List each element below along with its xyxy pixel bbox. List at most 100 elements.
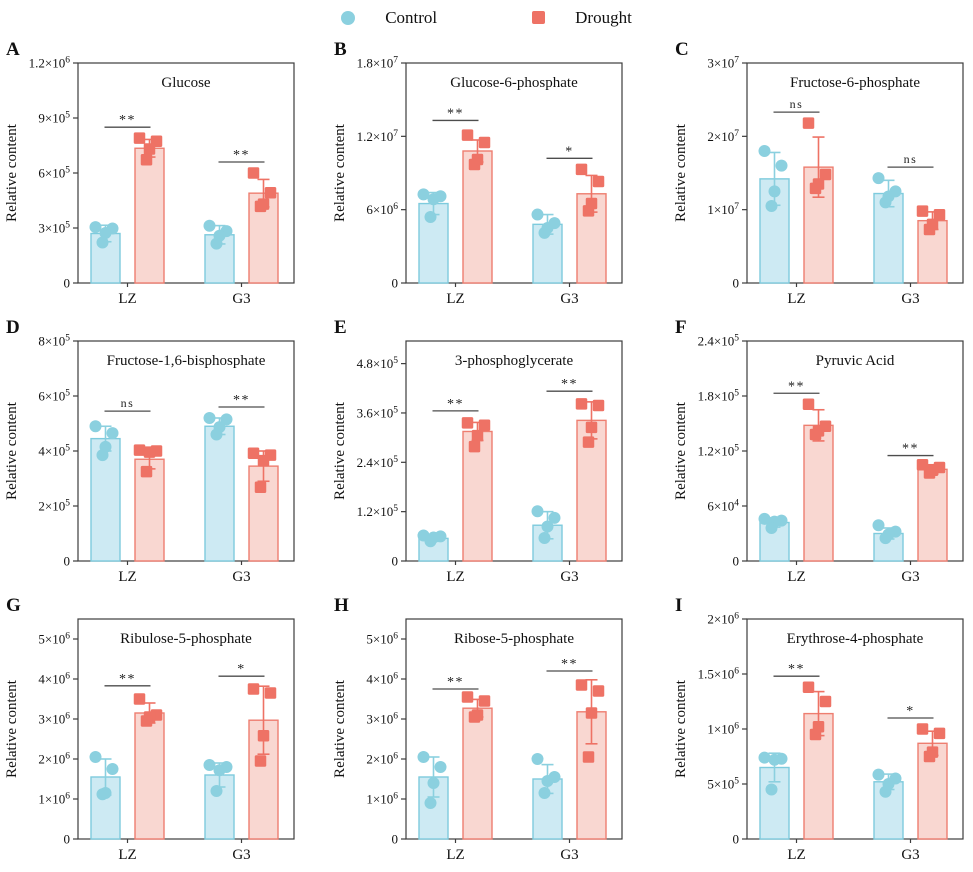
panel-title: Ribulose-5-phosphate [120,631,252,647]
data-point-control [538,226,551,239]
y-tick-label: 5×105 [707,777,739,792]
data-point-control [758,145,771,157]
data-point-drought [247,683,260,695]
data-point-drought [140,154,153,166]
data-point-drought [802,681,815,693]
data-point-drought [802,398,815,410]
y-tick-label: 2×106 [707,612,739,627]
data-point-drought [133,132,146,144]
bar-drought-LZ [462,430,493,562]
data-point-control [424,535,437,548]
x-tick-label: G3 [560,569,578,585]
data-point-control [96,449,109,462]
y-tick-label: 1.2×106 [29,56,71,71]
data-point-control [541,775,554,787]
data-point-drought [264,687,277,699]
y-axis-label: Relative content [332,123,348,222]
data-point-drought [478,419,491,432]
data-point-drought [247,447,260,459]
data-point-control [758,751,771,764]
bar-drought-LZ [134,712,165,840]
y-tick-label: 4×105 [38,444,70,459]
significance-label: ** [119,672,136,687]
data-point-drought [461,129,474,141]
y-tick-label: 0 [392,832,399,847]
data-point-drought [575,163,588,176]
data-point-drought [468,440,481,453]
data-point-control [765,200,778,212]
data-point-control [96,236,109,249]
data-point-control [531,208,544,221]
chart-D: D Fructose-1,6-bisphosphate Relative conte… [4,317,295,585]
bar-control-G3 [204,234,235,284]
significance-label: ** [447,397,464,412]
panel-title: Glucose [161,75,210,91]
plot-box [405,62,623,284]
y-tick-label: 6×105 [38,166,70,181]
data-point-drought [140,465,153,478]
data-point-drought [257,730,270,742]
data-point-control [210,237,223,250]
data-point-control [775,159,788,172]
charts-grid: A Glucose Relative content 0 3×105 6×105 9×105… [0,33,973,867]
data-point-control [106,763,119,775]
data-point-control [765,783,778,796]
panel-title: Fructose-1,6-bisphosphate [107,353,266,369]
data-point-drought [582,751,595,763]
data-point-control [89,221,102,234]
y-tick-label: 5×106 [38,632,70,647]
data-point-drought [923,750,936,763]
y-tick-label: 1.8×105 [698,389,740,404]
data-point-drought [809,728,822,741]
significance-label: * [906,704,915,719]
x-tick-label: LZ [787,291,805,307]
y-tick-label: 3×107 [707,56,739,71]
y-tick-label: 0 [64,554,71,569]
y-axis-label: Relative content [4,123,20,222]
y-axis-label: Relative content [332,401,348,500]
data-point-drought [933,727,946,740]
panel-title: Fructose-6-phosphate [790,75,920,91]
data-point-control [531,753,544,765]
bar-drought-LZ [803,424,834,562]
panel-letter: D [6,317,20,338]
panel-title: Glucose-6-phosphate [450,75,578,91]
panel-A: A Glucose Relative content 0 3×105 6×105 9×105… [0,33,324,311]
panel-H: H Ribose-5-phosphate Relative content 0 1×10… [324,589,648,867]
x-tick-label: G3 [901,847,919,863]
data-point-drought [254,755,267,767]
significance-label: * [237,662,246,677]
y-tick-label: 0 [733,832,740,847]
data-point-drought [478,695,491,707]
y-tick-label: 0 [392,554,399,569]
x-tick-label: LZ [118,291,136,307]
data-point-control [531,505,544,518]
y-tick-label: 4×106 [366,672,398,687]
y-tick-label: 1×106 [707,722,739,737]
data-point-drought [582,205,595,217]
y-tick-label: 0 [392,276,399,291]
data-point-control [424,797,437,809]
significance-label: ** [561,657,578,672]
plot-box [405,618,623,840]
data-point-control [213,764,226,777]
panel-title: Pyruvic Acid [816,353,895,369]
data-point-drought [819,695,832,708]
data-point-drought [254,200,267,213]
x-tick-label: G3 [232,569,250,585]
legend-label-drought: Drought [575,7,632,27]
data-point-drought [247,167,260,179]
significance-label: ** [561,377,578,392]
data-point-drought [478,136,491,149]
panel-letter: A [6,39,20,60]
data-point-drought [585,707,598,719]
data-point-drought [133,693,146,705]
data-point-drought [592,175,605,188]
plot-box [405,340,623,562]
data-point-control [417,188,430,201]
data-point-drought [140,715,153,727]
y-tick-label: 5×106 [366,632,398,647]
chart-F: F Pyruvic Acid Relative content 0 6×104 1.2×1… [673,317,964,585]
data-point-control [89,751,102,763]
legend-item-drought: Drought [532,8,632,28]
